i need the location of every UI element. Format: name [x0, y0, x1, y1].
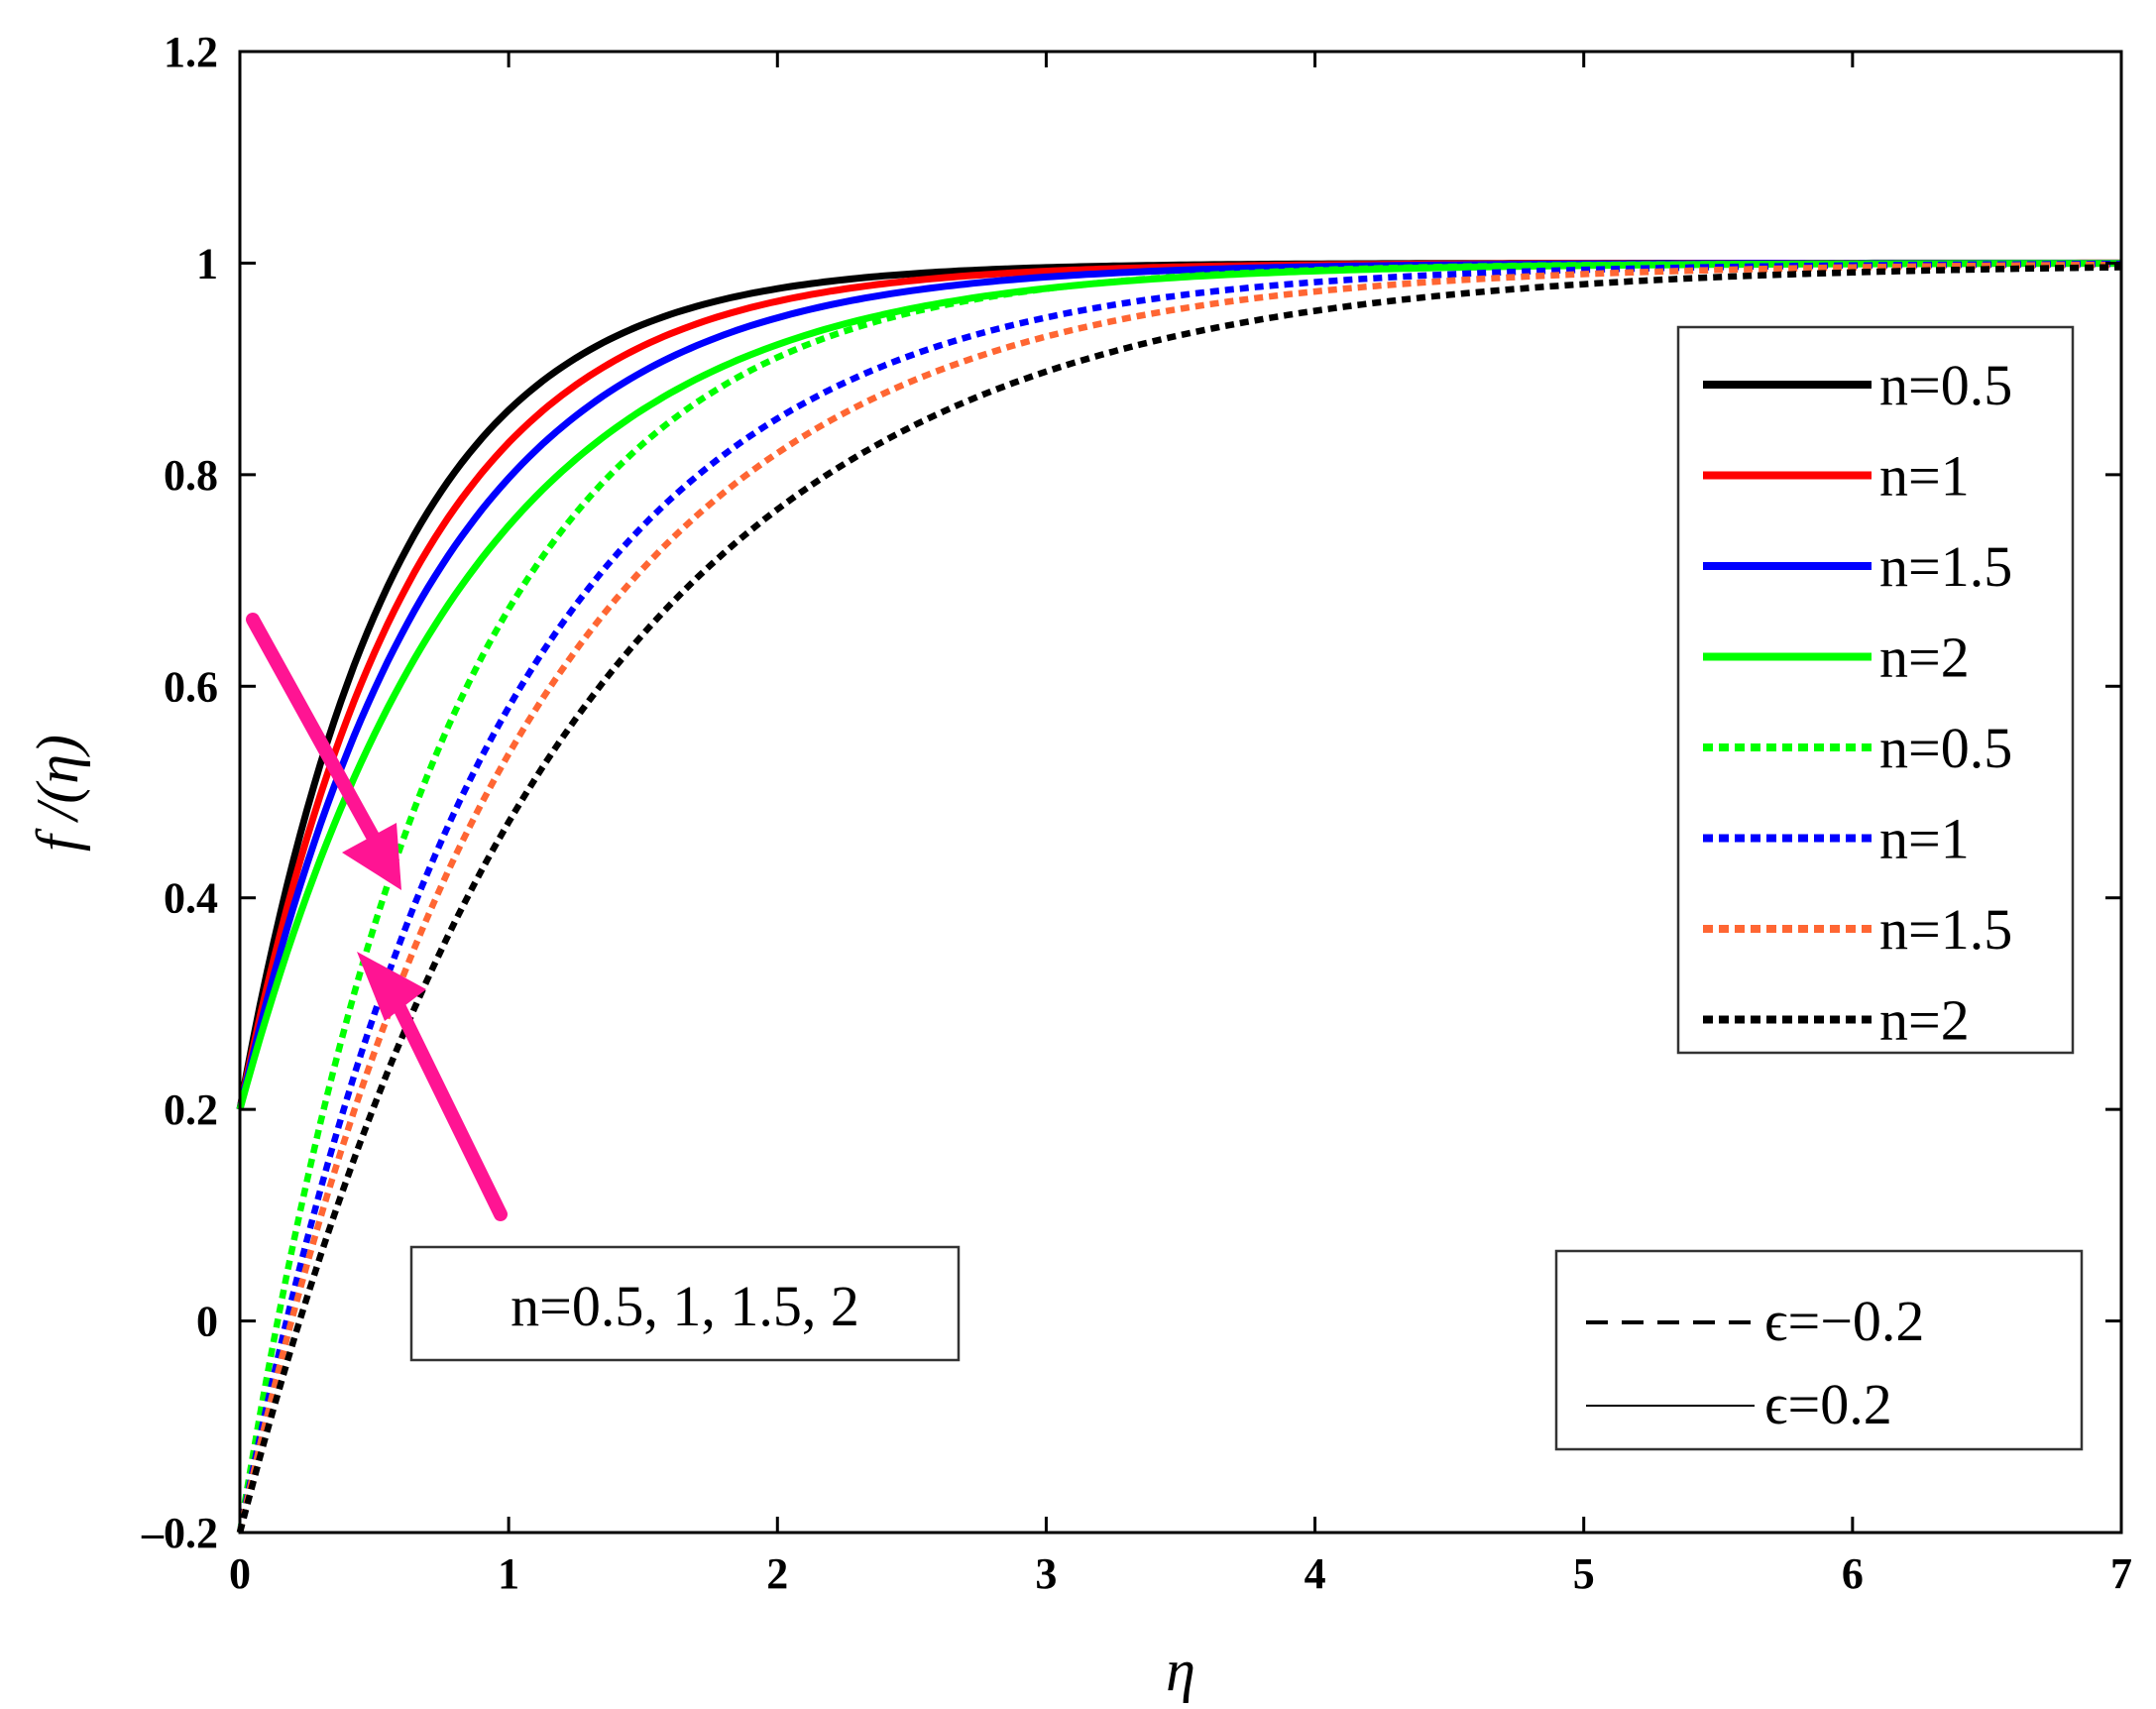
series-line-7 [236, 264, 2122, 1534]
legend-label-4: n=0.5 [1879, 716, 2012, 780]
legend-label-0: n=0.5 [1879, 353, 2012, 417]
y-tick-label: 0.8 [164, 451, 218, 500]
y-tick-label: 0 [196, 1298, 218, 1346]
legend: n=0.5 n=1 n=1.5 n=2 n=0.5 n=1 n=1.5 n=2 [1676, 325, 2075, 1055]
y-tick-label: –0.2 [141, 1509, 218, 1557]
y-tick-label: 0.6 [164, 662, 218, 711]
style-legend-label-1: ϵ=0.2 [1764, 1372, 1892, 1436]
annotation-text: n=0.5, 1, 1.5, 2 [511, 1274, 859, 1338]
x-tick-label: 6 [1842, 1549, 1864, 1598]
legend-label-5: n=1 [1879, 807, 1970, 871]
x-tick-label: 1 [498, 1549, 519, 1598]
arrow-down-icon [246, 613, 401, 890]
axis-ticks [238, 50, 2123, 1535]
y-tick-label: 1 [196, 239, 218, 287]
style-legend-label-0: ϵ=−0.2 [1764, 1289, 1924, 1353]
legend-label-3: n=2 [1879, 626, 1970, 690]
y-tick-label: 0.2 [164, 1085, 218, 1134]
arrow-up-icon [357, 952, 508, 1221]
x-tick-label: 3 [1035, 1549, 1057, 1598]
legend-label-1: n=1 [1879, 444, 1970, 509]
axis-tick-labels: 0 1 2 3 4 5 6 7–0.200.20.40.60.811.2 [141, 28, 2132, 1598]
x-tick-label: 7 [2110, 1549, 2132, 1598]
style-legend: ϵ=−0.2 ϵ=0.2 [1554, 1249, 2084, 1451]
plot-lines [236, 259, 2122, 1534]
annotation-box: n=0.5, 1, 1.5, 2 [409, 1245, 961, 1362]
x-tick-label: 2 [766, 1549, 788, 1598]
y-tick-label: 0.4 [164, 874, 218, 923]
plot-frame [238, 50, 2123, 1535]
y-axis-title: f /(η) [25, 735, 90, 852]
x-tick-label: 5 [1573, 1549, 1595, 1598]
legend-label-6: n=1.5 [1879, 897, 2012, 962]
annotation-arrows [246, 613, 508, 1221]
legend-label-2: n=1.5 [1879, 534, 2012, 599]
y-tick-label: 1.2 [164, 28, 218, 76]
x-axis-title: η [1166, 1638, 1195, 1703]
series-line-6 [236, 261, 2121, 1534]
x-tick-label: 0 [229, 1549, 251, 1598]
legend-label-7: n=2 [1879, 988, 1970, 1053]
x-tick-label: 4 [1305, 1549, 1326, 1598]
